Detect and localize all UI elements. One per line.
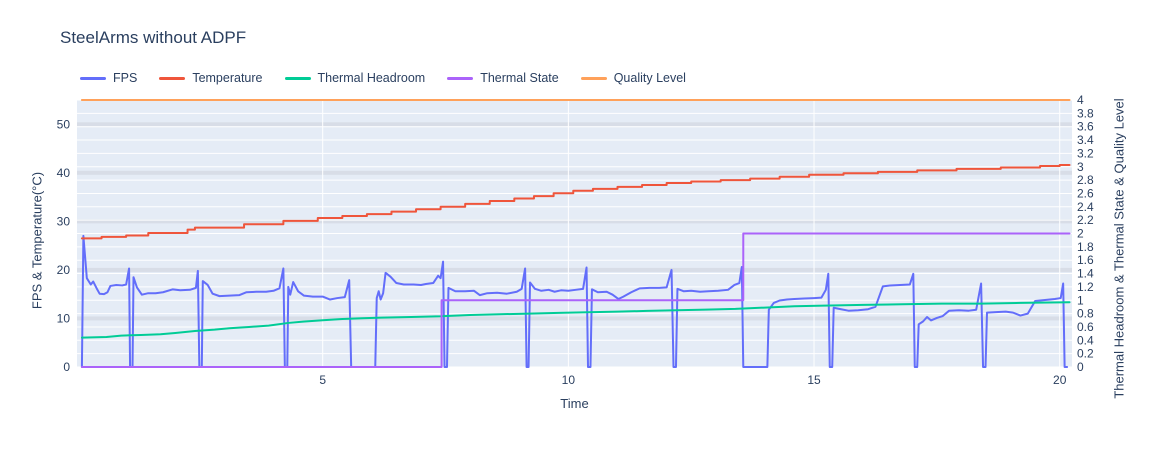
legend-item-quality-level[interactable]: Quality Level [580,71,686,85]
y-left-tick-label: 50 [57,117,71,131]
y-left-tick-label: 20 [57,263,71,277]
gridline-left-axis [77,219,1072,224]
legend-item-thermal-state[interactable]: Thermal State [447,71,559,85]
legend-item-temperature[interactable]: Temperature [159,71,263,85]
y-right-tick-label: 3 [1077,160,1084,174]
y-right-tick-label: 1 [1077,293,1084,307]
series-line-thermal-headroom [80,301,1071,339]
gridline-left-axis [77,122,1072,127]
y-right-tick-label: 2.4 [1077,200,1094,214]
y-right-tick-label: 2.2 [1077,213,1094,227]
y-right-tick-label: 1.2 [1077,280,1094,294]
y-right-tick-label: 1.6 [1077,253,1094,267]
y-right-tick-label: 0.6 [1077,320,1094,334]
gridline-left-axis [77,316,1072,321]
x-tick-label: 10 [562,373,576,387]
y-left-tick-label: 10 [57,311,71,325]
y-right-tick-label: 2.8 [1077,173,1094,187]
series-line-thermal-state [80,232,1071,368]
legend-label-thermal-headroom: Thermal Headroom [317,71,426,85]
y-axis-title-left: FPS & Temperature(°C) [29,171,45,310]
y-left-tick-label: 30 [57,214,71,228]
legend-swatch-temperature [159,76,186,80]
y-right-tick-label: 1.4 [1077,267,1094,281]
legend-label-temperature: Temperature [192,71,263,85]
x-axis-title: Time [560,396,589,411]
series-line-fps [80,234,1069,368]
y-right-tick-label: 3.4 [1077,133,1094,147]
legend-swatch-thermal-state [447,76,474,80]
legend-label-thermal-state: Thermal State [480,71,559,85]
gridline-left-axis [77,267,1072,272]
y-right-tick-label: 0 [1077,360,1084,374]
y-right-tick-label: 4 [1077,93,1084,107]
legend-item-thermal-headroom[interactable]: Thermal Headroom [284,71,426,85]
chart-title: SteelArms without ADPF [60,28,247,47]
legend-swatch-quality-level [580,76,607,80]
y-axis-title-right: Thermal Headroom & Thermal State & Quali… [1111,98,1127,399]
series-line-temperature [80,164,1071,240]
y-right-tick-label: 2.6 [1077,186,1094,200]
legend-label-fps: FPS [113,71,138,85]
x-tick-label: 5 [319,373,326,387]
legend-swatch-fps [80,76,106,80]
y-right-tick-label: 3.6 [1077,120,1094,134]
y-right-tick-label: 1.8 [1077,240,1094,254]
legend-swatch-thermal-headroom [284,76,311,80]
gridline-left-axis [77,170,1072,175]
y-right-tick-label: 0.8 [1077,307,1094,321]
y-right-tick-label: 3.2 [1077,146,1094,160]
y-right-tick-label: 2 [1077,227,1084,241]
legend-item-fps[interactable]: FPS [80,71,137,85]
y-right-tick-label: 0.4 [1077,333,1094,347]
x-tick-label: 15 [807,373,821,387]
legend: FPS Temperature Thermal Headroom Thermal… [80,71,686,85]
y-right-tick-label: 0.2 [1077,347,1094,361]
y-left-tick-label: 0 [63,360,70,374]
y-left-tick-label: 40 [57,166,71,180]
legend-label-quality-level: Quality Level [613,71,686,85]
x-tick-label: 20 [1053,373,1067,387]
y-right-tick-label: 3.8 [1077,106,1094,120]
